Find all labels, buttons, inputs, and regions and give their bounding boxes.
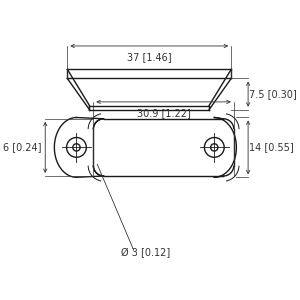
Text: 37 [1.46]: 37 [1.46]	[127, 52, 172, 62]
Text: Ø 3 [0.12]: Ø 3 [0.12]	[121, 248, 170, 258]
Text: 7.5 [0.30]: 7.5 [0.30]	[249, 89, 297, 99]
Text: 6 [0.24]: 6 [0.24]	[3, 142, 41, 152]
Text: 14 [0.55]: 14 [0.55]	[249, 142, 294, 152]
Text: 30.9 [1.22]: 30.9 [1.22]	[136, 108, 190, 118]
